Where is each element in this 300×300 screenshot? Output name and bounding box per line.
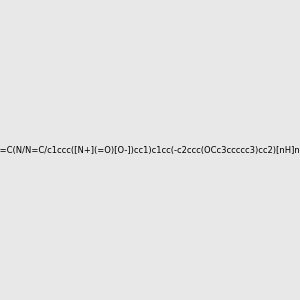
Text: O=C(N/N=C/c1ccc([N+](=O)[O-])cc1)c1cc(-c2ccc(OCc3ccccc3)cc2)[nH]n1: O=C(N/N=C/c1ccc([N+](=O)[O-])cc1)c1cc(-c…: [0, 146, 300, 154]
